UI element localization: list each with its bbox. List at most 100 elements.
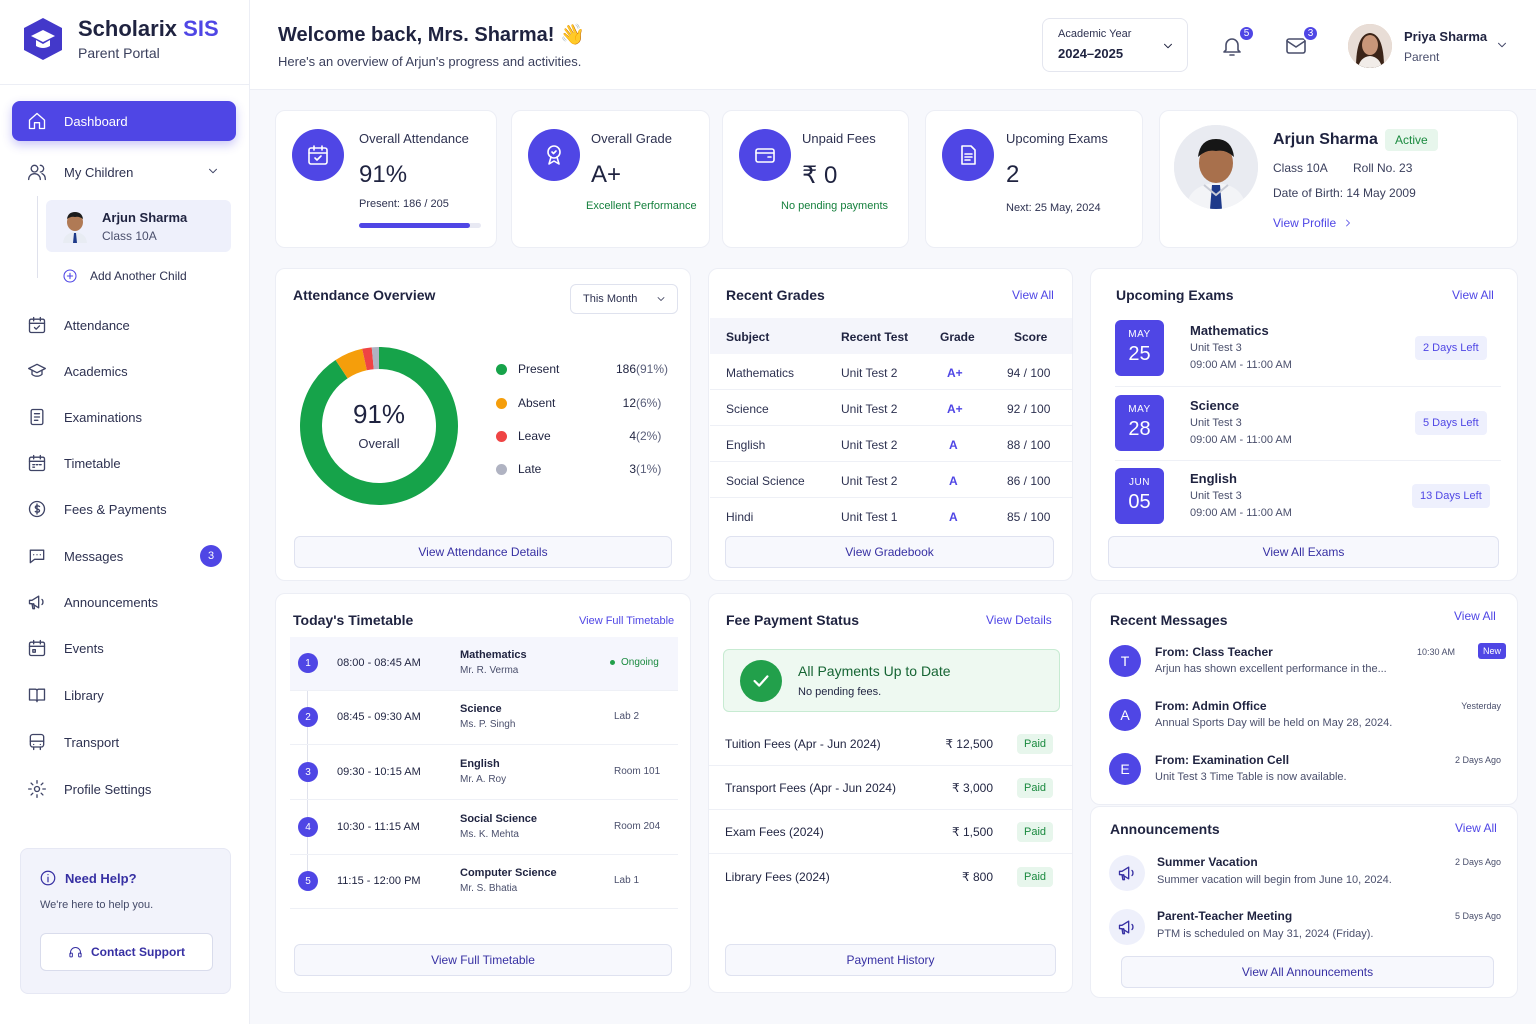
mail-badge: 3 (1302, 25, 1319, 42)
sidebar-item-timetable[interactable]: Timetable (12, 443, 236, 483)
view-all-messages-link[interactable]: View All (1454, 609, 1496, 623)
messages-badge: 3 (200, 545, 222, 567)
chevron-down-icon[interactable] (1495, 38, 1509, 52)
timetable-row[interactable]: 3 09:30 - 10:15 AM English Mr. A. Roy Ro… (290, 746, 678, 800)
legend-count: 12 (622, 396, 636, 410)
view-all-exams-button[interactable]: View All Exams (1108, 536, 1499, 568)
card-title: Today's Timetable (293, 612, 414, 628)
paid-badge: Paid (1017, 867, 1053, 887)
view-full-timetable-button[interactable]: View Full Timetable (294, 944, 672, 976)
sidebar-item-library[interactable]: Library (12, 675, 236, 715)
payment-history-button[interactable]: Payment History (725, 944, 1056, 976)
table-row: Social Science Unit Test 2 A 86 / 100 (710, 462, 1072, 498)
exam-time: 09:00 AM - 11:00 AM (1190, 434, 1292, 446)
child-card[interactable]: Arjun Sharma Class 10A (46, 200, 231, 252)
column-header: Grade (940, 330, 975, 344)
recent-grades-card: Recent Grades View All Subject Recent Te… (708, 268, 1073, 581)
top-header: Welcome back, Mrs. Sharma! 👋 Here's an o… (250, 0, 1536, 90)
table-cell: 85 / 100 (1007, 510, 1051, 524)
period-teacher: Mr. R. Verma (460, 665, 519, 676)
sidebar-item-events[interactable]: Events (12, 628, 236, 668)
timetable-row[interactable]: 4 10:30 - 11:15 AM Social Science Ms. K.… (290, 801, 678, 855)
table-cell: 94 / 100 (1007, 366, 1051, 380)
stat-value: ₹ 0 (802, 162, 838, 189)
timetable-row[interactable]: 5 11:15 - 12:00 PM Computer Science Mr. … (290, 855, 678, 909)
view-all-exams-link[interactable]: View All (1452, 288, 1494, 302)
exam-month: MAY (1128, 404, 1151, 415)
legend-label: Leave (518, 429, 551, 443)
sidebar-item-my-children[interactable]: My Children (12, 152, 236, 192)
message-from: From: Class Teacher (1155, 645, 1273, 659)
headset-icon (68, 945, 83, 960)
message-time: Yesterday (1461, 701, 1501, 711)
sidebar-item-examinations[interactable]: Examinations (12, 397, 236, 437)
announcement-time: 5 Days Ago (1454, 911, 1501, 921)
exam-month: MAY (1128, 329, 1151, 340)
legend-percent: (2%) (636, 429, 662, 443)
fee-amount: ₹ 1,500 (952, 825, 993, 839)
period-select[interactable]: This Month (570, 284, 678, 314)
sidebar-item-profile-settings[interactable]: Profile Settings (12, 769, 236, 809)
check-icon (740, 660, 782, 702)
attendance-stat-card[interactable]: Overall Attendance 91% Present: 186 / 20… (275, 110, 497, 248)
attendance-progress (359, 223, 481, 228)
paid-badge: Paid (1017, 822, 1053, 842)
exam-day: 05 (1128, 491, 1151, 513)
exam-item[interactable]: MAY 25 Mathematics Unit Test 3 09:00 AM -… (1115, 320, 1501, 382)
view-all-announcements-link[interactable]: View All (1455, 821, 1497, 835)
view-all-grades-link[interactable]: View All (1012, 288, 1054, 302)
academic-year-select[interactable]: Academic Year 2024–2025 (1042, 18, 1188, 72)
card-title: Announcements (1110, 821, 1220, 837)
fees-stat-card[interactable]: Unpaid Fees ₹ 0 No pending payments (722, 110, 909, 248)
user-name[interactable]: Priya Sharma (1404, 29, 1488, 44)
period-teacher: Ms. P. Singh (460, 719, 516, 730)
sidebar-item-label: Dashboard (64, 113, 128, 129)
fee-name: Transport Fees (Apr - Jun 2024) (725, 781, 896, 795)
view-fee-details-link[interactable]: View Details (986, 613, 1052, 627)
table-cell: 92 / 100 (1007, 402, 1051, 416)
timetable-row[interactable]: 2 08:45 - 09:30 AM Science Ms. P. Singh … (290, 691, 678, 745)
exam-time: 09:00 AM - 11:00 AM (1190, 507, 1292, 519)
message-item[interactable]: A From: Admin Office Annual Sports Day w… (1109, 697, 1501, 751)
contact-support-button[interactable]: Contact Support (40, 933, 213, 971)
avatar[interactable] (1348, 24, 1392, 68)
grade-stat-card[interactable]: Overall Grade A+ Excellent Performance (511, 110, 710, 248)
brand[interactable]: Scholarix SIS Parent Portal (22, 16, 219, 61)
message-item[interactable]: E From: Examination Cell Unit Test 3 Tim… (1109, 751, 1501, 805)
sidebar-item-dashboard[interactable]: Dashboard (12, 101, 236, 141)
view-gradebook-button[interactable]: View Gradebook (725, 536, 1054, 568)
child-name: Arjun Sharma (102, 209, 188, 225)
timetable-row[interactable]: 1 08:00 - 08:45 AM Mathematics Mr. R. Ve… (290, 637, 678, 691)
document-icon (942, 129, 994, 181)
ongoing-status: Ongoing (610, 657, 659, 668)
bell-icon[interactable]: 5 (1220, 25, 1255, 58)
sidebar-item-fees-payments[interactable]: Fees & Payments (12, 489, 236, 529)
exam-item[interactable]: MAY 28 Science Unit Test 3 09:00 AM - 11:… (1115, 395, 1501, 457)
mail-icon[interactable]: 3 (1284, 25, 1319, 58)
sidebar-item-academics[interactable]: Academics (12, 351, 236, 391)
exam-item[interactable]: JUN 05 English Unit Test 3 09:00 AM - 11:… (1115, 468, 1501, 530)
announcement-item[interactable]: Summer Vacation Summer vacation will beg… (1109, 855, 1501, 905)
period-teacher: Mr. S. Bhatia (460, 883, 518, 894)
sidebar-item-attendance[interactable]: Attendance (12, 305, 236, 345)
exams-stat-card[interactable]: Upcoming Exams 2 Next: 25 May, 2024 (925, 110, 1143, 248)
megaphone-icon (26, 592, 48, 612)
divider (1115, 386, 1501, 387)
add-child-button[interactable]: Add Another Child (62, 268, 187, 284)
sidebar-item-announcements[interactable]: Announcements (12, 582, 236, 622)
sidebar-item-transport[interactable]: Transport (12, 722, 236, 762)
fee-name: Tuition Fees (Apr - Jun 2024) (725, 737, 881, 751)
view-attendance-details-button[interactable]: View Attendance Details (294, 536, 672, 568)
sidebar-item-messages[interactable]: Messages 3 (12, 536, 236, 576)
view-all-announcements-button[interactable]: View All Announcements (1121, 956, 1494, 988)
message-item[interactable]: T From: Class Teacher Arjun has shown ex… (1109, 643, 1507, 697)
fee-name: Library Fees (2024) (725, 870, 830, 884)
legend-count: 3 (629, 462, 636, 476)
view-full-timetable-link[interactable]: View Full Timetable (579, 615, 675, 627)
exam-subject: Science (1190, 398, 1240, 413)
chevron-down-icon[interactable] (202, 164, 224, 178)
view-profile-label: View Profile (1273, 216, 1337, 230)
view-profile-link[interactable]: View Profile (1273, 216, 1354, 230)
announcement-item[interactable]: Parent-Teacher Meeting PTM is scheduled … (1109, 909, 1501, 959)
fee-amount: ₹ 3,000 (952, 781, 993, 795)
